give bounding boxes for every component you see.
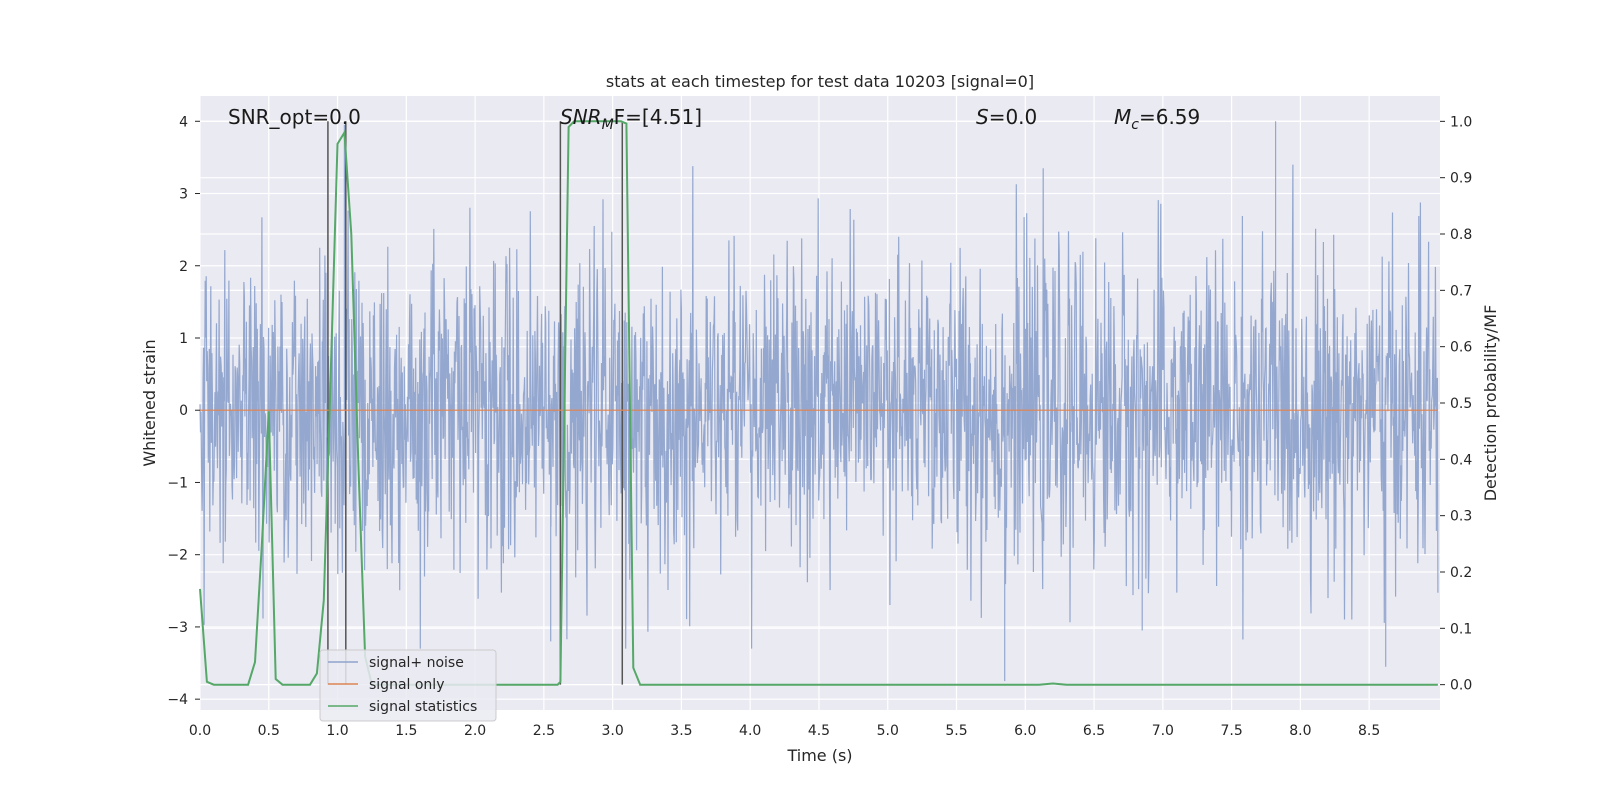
y2-tick-label: 0.6 [1450,340,1472,356]
mc-subscript: c [1131,117,1139,133]
legend-box [319,649,497,722]
y-tick-label: −3 [167,620,188,636]
x-tick-label: 1.0 [326,723,348,739]
y2-tick-label: 1.0 [1450,114,1472,130]
x-tick-label: 4.0 [739,723,761,739]
x-tick-label: 7.0 [1152,723,1174,739]
vertical-markers [327,121,624,685]
x-tick-label: 6.5 [1083,723,1105,739]
y-tick-label: −4 [167,692,188,708]
s-symbol: S [976,105,989,129]
snr-mf-symbol: SNR [560,105,602,129]
y-tick-label: 1 [179,331,188,347]
annotation-mc: Mc=6.59 [1114,105,1200,133]
y-tick-label: 3 [179,187,188,203]
y2-axis-ticks: 1.0 0.9 0.8 0.7 0.6 0.5 0.4 0.3 0.2 0.1 0.0 [1440,114,1472,694]
y-tick-label: −2 [167,548,188,564]
y-axis-ticks: 4 3 2 1 0 −1 −2 −3 −4 [167,114,200,708]
x-tick-label: 7.5 [1220,723,1242,739]
y-tick-label: −1 [167,475,188,491]
mc-value: =6.59 [1139,105,1200,129]
legend-label-signal: signal only [369,677,444,693]
x-axis-ticks: 0.0 0.5 1.0 1.5 2.0 2.5 3.0 3.5 4.0 4.5 5.0 5.5 6.0 6… [189,723,1380,739]
x-tick-label: 5.5 [945,723,967,739]
x-tick-label: 2.5 [533,723,555,739]
legend-label-stats: signal statistics [369,699,477,715]
x-tick-label: 1.5 [395,723,417,739]
series-signal-noise [199,121,1439,682]
x-tick-label: 8.5 [1358,723,1380,739]
x-tick-label: 3.0 [602,723,624,739]
x-tick-label: 2.0 [464,723,486,739]
y2-tick-label: 0.3 [1450,509,1472,525]
x-tick-label: 5.0 [877,723,899,739]
annotation-s: S=0.0 [976,105,1037,129]
noise-line [199,121,1439,682]
mc-symbol: M [1114,105,1131,129]
y2-tick-label: 0.4 [1450,452,1472,468]
x-tick-label: 4.5 [808,723,830,739]
chart-title: stats at each timestep for test data 102… [606,72,1034,91]
snr-mf-value: F=[4.51] [614,105,702,129]
y-axis-label: Whitened strain [140,339,159,466]
y2-axis-label: Detection probability/MF [1481,305,1500,502]
legend: signal+ noise signal only signal statist… [319,649,497,722]
y2-tick-label: 0.9 [1450,171,1472,187]
y2-tick-label: 0.5 [1450,396,1472,412]
x-tick-label: 0.5 [258,723,280,739]
legend-label-noise: signal+ noise [369,655,464,671]
x-axis-label: Time (s) [786,746,852,765]
x-tick-label: 3.5 [670,723,692,739]
annotation-snr-mf: SNRMF=[4.51] [560,105,702,133]
y2-tick-label: 0.8 [1450,227,1472,243]
x-tick-label: 6.0 [1014,723,1036,739]
y2-tick-label: 0.7 [1450,283,1472,299]
y-tick-label: 2 [179,259,188,275]
s-value: =0.0 [989,105,1038,129]
y2-tick-label: 0.1 [1450,621,1472,637]
y2-tick-label: 0.2 [1450,565,1472,581]
x-tick-label: 0.0 [189,723,211,739]
annotation-snr-opt: SNR_opt=0.0 [228,105,361,129]
y2-tick-label: 0.0 [1450,678,1472,694]
snr-mf-subscript: M [602,117,614,133]
y-tick-label: 0 [179,403,188,419]
x-tick-label: 8.0 [1289,723,1311,739]
y-tick-label: 4 [179,114,188,130]
